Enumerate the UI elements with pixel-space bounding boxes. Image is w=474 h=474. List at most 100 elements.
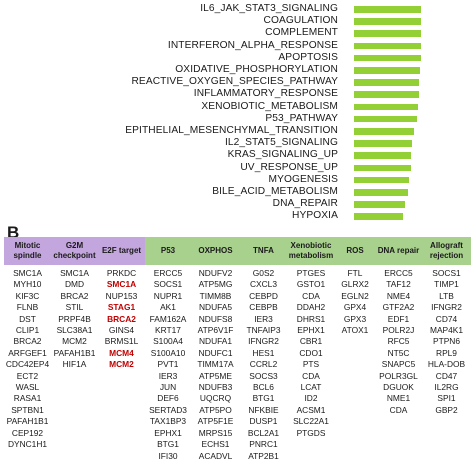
gene-cell: IER3 — [254, 313, 273, 324]
gene-cell: ATP5MG — [198, 279, 233, 290]
table-row: CEP192 EPHX1 MRPS15 BCL2A1 PTGDS — [4, 428, 471, 439]
gene-cell: S100A10 — [150, 347, 186, 358]
gene-cell — [335, 451, 375, 462]
gene-cell — [287, 439, 335, 450]
gene-cell: NFKBIE — [248, 404, 279, 415]
gene-cell: LTB — [439, 290, 454, 301]
gene-cell: MYH10 — [13, 279, 42, 290]
enrichment-bar — [354, 213, 403, 220]
gene-cell — [51, 371, 98, 382]
pathway-label: IL6_JAK_STAT3_SIGNALING — [200, 3, 338, 14]
gene-cell: PNRC1 — [249, 439, 278, 450]
gene-cell: PTS — [302, 359, 320, 370]
table-row: IFI30 ACADVL ATP2B1 — [4, 451, 471, 462]
gene-cell: ACADVL — [198, 450, 233, 461]
table-row: CLIP1 SLC38A1 GINS4 KRT17 ATP6V1F TNFAIP3 EPHX… — [4, 325, 471, 336]
gene-cell: NDUFA1 — [198, 336, 233, 347]
table-row: PAFAH1B1 TAX1BP3 ATP5F1E DUSP1 SLC22A1 — [4, 416, 471, 427]
gene-cell: CDO1 — [299, 347, 323, 358]
gene-cell: EPHX1 — [154, 427, 182, 438]
column-header: Allograft rejection — [422, 237, 471, 265]
pathway-label: INFLAMMATORY_RESPONSE — [193, 88, 338, 100]
table-row: RASA1 DEF6 UQCRQ BTG1 ID2 NME1 SPI1 — [4, 393, 471, 404]
gene-cell: TAF12 — [386, 279, 411, 290]
column-header: Xenobiotic metabolism — [287, 237, 335, 265]
pathway-label: INTERFERON_ALPHA_RESPONSE — [167, 39, 338, 51]
gene-cell: S100A4 — [153, 336, 183, 347]
column-header: G2M checkpoint — [51, 237, 98, 265]
gene-cell — [98, 382, 145, 393]
gene-cell: EPHX1 — [297, 325, 325, 336]
gene-cell: NUP153 — [105, 290, 138, 301]
enrichment-bar — [354, 18, 421, 25]
table-row: DYNC1H1 BTG1 ECHS1 PNRC1 — [4, 439, 471, 450]
gene-cell — [51, 439, 98, 450]
gene-cell — [422, 439, 471, 450]
gene-cell: DMD — [64, 279, 85, 290]
gene-cell — [422, 416, 471, 427]
gene-cell: TIMM8B — [199, 290, 232, 301]
gene-table: Mitotic spindle G2M checkpoint E2F target P… — [4, 237, 471, 462]
gene-cell: PTPN6 — [433, 336, 460, 347]
gene-cell: SMC1A — [60, 268, 89, 278]
enrichment-bar — [354, 103, 419, 111]
gene-cell — [335, 371, 375, 382]
gene-cell: NME4 — [386, 290, 411, 301]
gene-cell — [51, 393, 98, 404]
gene-cell — [335, 382, 375, 393]
column-header: P53 — [145, 237, 191, 265]
table-row: BRCA2 MCM2 BRMS1L S100A4 NDUFA1 IFNGR2 CBR1 RFC… — [4, 336, 471, 347]
gene-cell: SMC1A — [13, 268, 42, 278]
table-row: CDC42EP4 HIF1A MCM2 PVT1 TIMM17A CCRL2 PTS SNAP… — [4, 359, 471, 370]
gene-cell: ATOX1 — [341, 325, 369, 336]
gene-cell — [375, 451, 422, 462]
table-row: MYH10 DMD SMC1A SOCS1 ATP5MG CXCL3 GSTO1 GLRX2 T… — [4, 279, 471, 290]
table-row: DST PRPF4B BRCA2 FAM162A NDUFS8 IER3 DHRS1 GPX3… — [4, 314, 471, 325]
gene-cell: NDUFC1 — [198, 347, 233, 358]
gene-cell — [98, 371, 145, 382]
gene-cell: MCM4 — [109, 347, 134, 358]
gene-cell: GPX4 — [343, 302, 367, 313]
gene-cell: BTG1 — [252, 393, 275, 404]
pathway-label: HYPOXIA — [292, 210, 338, 222]
gene-cell — [98, 439, 145, 450]
gene-cell: BRMS1L — [104, 336, 139, 347]
gene-cell: RFC5 — [387, 336, 410, 347]
gene-cell — [422, 451, 471, 462]
gene-cell: PTGES — [296, 268, 326, 278]
gene-cell — [335, 348, 375, 359]
gene-cell: CDA — [389, 404, 408, 415]
gene-cell — [51, 451, 98, 462]
gene-cell: WASL — [15, 382, 40, 393]
gene-cell: SNAPC5 — [381, 359, 416, 370]
gene-cell: CCRL2 — [249, 359, 278, 370]
pathway-label: MYOGENESIS — [268, 173, 338, 185]
gene-cell: DEF6 — [157, 393, 179, 404]
gene-cell: EDF1 — [387, 313, 410, 324]
gene-cell: TAX1BP3 — [149, 416, 187, 427]
pathway-label: IL2_STAT5_SIGNALING — [224, 137, 338, 149]
gene-cell: TIMP1 — [434, 279, 459, 290]
gene-cell: BTG1 — [157, 439, 179, 450]
gene-cell: STIL — [65, 302, 84, 313]
enrichment-bar — [354, 54, 421, 62]
gene-cell — [98, 405, 145, 416]
enrichment-bar — [354, 189, 408, 196]
table-row: ARFGEF1 PAFAH1B1 MCM4 S100A10 NDUFC1 HES1 CDO1… — [4, 348, 471, 359]
gene-cell: UQCRQ — [199, 393, 232, 404]
gene-cell: MRPS15 — [198, 427, 233, 438]
gene-cell: FLNB — [16, 302, 39, 313]
pathway-label: EPITHELIAL_MESENCHYMAL_TRANSITION — [125, 125, 338, 136]
table-row: FLNB STIL STAG1 AK1 NDUFA5 CEBPB DDAH2 GPX4 GTF2… — [4, 302, 471, 313]
gene-cell: BCL6 — [253, 382, 274, 393]
gene-cell — [335, 359, 375, 370]
gene-cell: LCAT — [300, 382, 322, 393]
enrichment-bar — [354, 152, 412, 159]
gene-cell: DST — [19, 313, 36, 324]
gene-cell: BCL2A1 — [247, 427, 280, 438]
gene-cell: FAM162A — [149, 313, 187, 324]
gene-cell: NDUFB3 — [198, 382, 233, 393]
gene-cell: DDAH2 — [296, 302, 326, 313]
gene-cell: NUPR1 — [153, 290, 183, 301]
gene-cell: CDA — [302, 370, 320, 381]
